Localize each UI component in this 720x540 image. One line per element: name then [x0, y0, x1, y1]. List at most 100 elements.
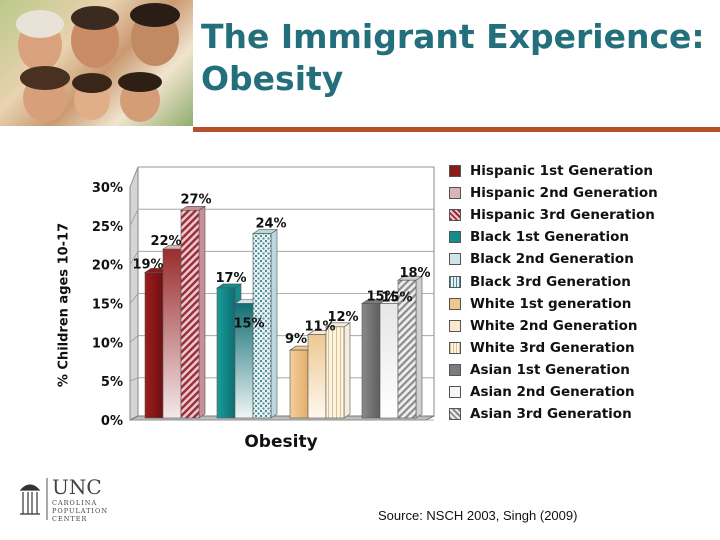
legend-item: Hispanic 2nd Generation: [449, 182, 669, 204]
y-axis-label: % Children ages 10-17: [57, 223, 72, 387]
y-tick-label: 30%: [92, 181, 123, 196]
gridline: [129, 250, 434, 265]
legend-label: Hispanic 3rd Generation: [470, 207, 655, 224]
bar-front: [216, 287, 236, 419]
legend-item: Hispanic 1st Generation: [449, 160, 669, 182]
y-tick-label: 10%: [92, 336, 123, 351]
legend-item: Black 3rd Generation: [449, 270, 669, 292]
logo-name: UNC: [52, 476, 102, 499]
legend-swatch: [449, 187, 461, 200]
bar-front: [289, 349, 309, 419]
legend-item: Black 2nd Generation: [449, 248, 669, 270]
y-axis-label-container: % Children ages 10-17: [52, 220, 76, 390]
legend-item: Hispanic 3rd Generation: [449, 204, 669, 226]
bar-front: [180, 209, 200, 419]
plot-side-wall: [129, 166, 139, 421]
legend-label: White 1st generation: [470, 295, 632, 312]
obesity-bar-chart: 0% 5% 10% 15% 20% 25% 30% 19% 22% 27% 17% 15% 24% 9%…: [92, 166, 435, 452]
bar-front: [252, 233, 272, 419]
slide-title: The Immigrant Experience: Obesity: [201, 16, 711, 100]
title-line-2: Obesity: [201, 59, 344, 98]
legend-swatch: [449, 408, 461, 421]
bar-value-label: 15%: [366, 290, 397, 305]
legend-swatch: [449, 385, 461, 398]
bar-value-label: 24%: [255, 217, 286, 232]
y-tick-label: 0%: [101, 414, 123, 429]
bar: [252, 229, 278, 419]
legend-swatch: [449, 165, 461, 178]
legend-swatch: [449, 319, 461, 332]
unc-cpc-logo: UNC CAROLINA POPULATION CENTER: [17, 475, 127, 526]
legend-swatch: [449, 363, 461, 376]
bar-value-label: 9%: [285, 332, 307, 347]
y-tick-label: 25%: [92, 220, 123, 235]
bar-side: [198, 205, 206, 419]
legend-item: Asian 2nd Generation: [449, 381, 669, 403]
logo-line-2: POPULATION: [52, 507, 108, 515]
bar-front: [379, 303, 399, 419]
legend-label: Black 2nd Generation: [470, 251, 634, 268]
title-divider: [193, 127, 720, 132]
x-axis-label: Obesity: [244, 432, 317, 452]
legend-item: White 3rd Generation: [449, 337, 669, 359]
bar-labels: 19%22%27%17%15%24%9%11%12%15%15%18%: [132, 192, 430, 347]
bars: [144, 205, 423, 419]
bar-value-label: 22%: [150, 234, 181, 249]
logo-line-1: CAROLINA: [52, 499, 97, 507]
legend-label: Black 1st Generation: [470, 229, 630, 246]
bar: [180, 205, 206, 419]
gridline: [129, 208, 434, 227]
bar: [325, 322, 351, 419]
bar-side: [270, 229, 278, 419]
legend-swatch: [449, 231, 461, 244]
legend-label: Hispanic 2nd Generation: [470, 185, 658, 202]
bar: [397, 275, 423, 419]
gridline: [129, 293, 434, 304]
bar-value-label: 15%: [233, 317, 264, 332]
family-photo: [0, 0, 193, 126]
bar-value-label: 11%: [304, 320, 335, 335]
legend-item: Asian 3rd Generation: [449, 403, 669, 425]
gridlines: [129, 166, 434, 421]
legend-swatch: [449, 341, 461, 354]
logo-line-3: CENTER: [52, 515, 87, 523]
bar-value-label: 19%: [132, 257, 163, 272]
plot-area: [129, 166, 435, 421]
legend-item: Black 1st Generation: [449, 226, 669, 248]
bar-value-label: 12%: [327, 310, 358, 325]
bar-front: [307, 334, 327, 419]
title-line-1: The Immigrant Experience:: [201, 17, 705, 56]
family-photo-illustration: [16, 3, 180, 122]
legend-label: White 2nd Generation: [470, 317, 638, 334]
bar-front: [325, 326, 345, 419]
legend-label: White 3rd Generation: [470, 339, 635, 356]
legend-swatch: [449, 297, 461, 310]
legend-label: Asian 1st Generation: [470, 361, 630, 378]
bar-front: [162, 248, 182, 419]
y-axis-ticks: 0% 5% 10% 15% 20% 25% 30%: [92, 181, 123, 429]
legend-item: White 1st generation: [449, 293, 669, 315]
bar-value-label: 15%: [381, 291, 412, 306]
chart-legend: Hispanic 1st Generation Hispanic 2nd Gene…: [449, 160, 669, 425]
legend-swatch: [449, 209, 461, 222]
legend-swatch: [449, 253, 461, 266]
gridline: [129, 166, 434, 188]
y-tick-label: 5%: [101, 375, 123, 390]
legend-item: White 2nd Generation: [449, 315, 669, 337]
bar-front: [144, 272, 164, 419]
legend-label: Hispanic 1st Generation: [470, 163, 653, 180]
bar-value-label: 27%: [180, 192, 211, 207]
bar-value-label: 17%: [215, 271, 246, 286]
legend-label: Black 3rd Generation: [470, 273, 631, 290]
source-citation: Source: NSCH 2003, Singh (2009): [378, 508, 578, 523]
legend-label: Asian 3rd Generation: [470, 406, 632, 423]
bar-front: [397, 279, 417, 419]
y-tick-label: 20%: [92, 259, 123, 274]
bar-side: [343, 322, 351, 419]
legend-label: Asian 2nd Generation: [470, 383, 635, 400]
bar-value-label: 18%: [399, 266, 430, 281]
old-well-icon: [19, 484, 41, 515]
y-tick-label: 15%: [92, 298, 123, 313]
legend-swatch: [449, 275, 461, 288]
legend-item: Asian 1st Generation: [449, 359, 669, 381]
